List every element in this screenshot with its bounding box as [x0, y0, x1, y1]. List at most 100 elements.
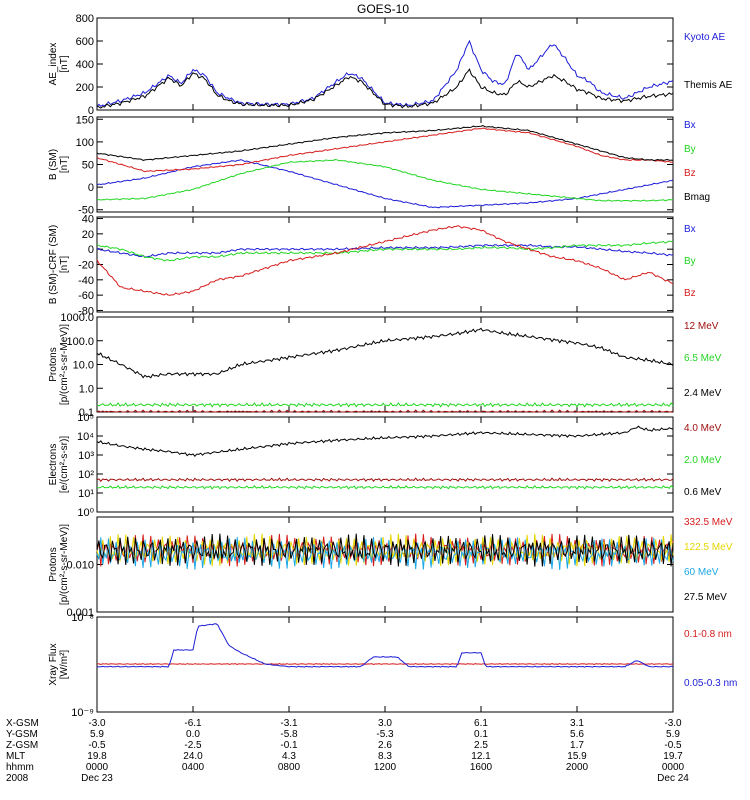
- ephemeris-row-label: hhmm: [6, 762, 34, 773]
- ephemeris-value: Dec 24: [657, 773, 689, 784]
- ephemeris-value: -5.3: [376, 729, 394, 740]
- legend-label: 0.05-0.3 nm: [684, 678, 737, 689]
- ephemeris-value: 0.1: [474, 729, 488, 740]
- panel-b_residual: 40 20 0 -20 -40 -60 -80 B (SM)-CRF (SM) [nT] Bx By…: [48, 214, 696, 318]
- ephemeris-value: -6.1: [184, 718, 202, 729]
- ephemeris-value: 5.9: [666, 729, 680, 740]
- plot-title: GOES-10: [357, 2, 409, 16]
- ephemeris-value: 1600: [470, 762, 493, 773]
- legend-label: 0.1-0.8 nm: [684, 629, 732, 640]
- ephemeris-row-label: Y-GSM: [6, 729, 38, 740]
- series-line-2-4-mev: [96, 327, 674, 379]
- y-tick-label: 0: [88, 182, 94, 194]
- ephemeris-value: 24.0: [183, 751, 203, 762]
- y-axis-label: Electrons: [48, 444, 59, 486]
- y-tick-label: 10⁴: [77, 431, 94, 443]
- panel-electrons: 10⁵ 10⁴ 10³ 10² 10¹ 10⁰ Electrons [e/(cm²-s-sr)…: [48, 412, 722, 519]
- y-tick-label: 100.0: [66, 336, 94, 348]
- time-axis-table: X-GSMY-GSMZ-GSMMLThhmm2008-3.05.9-0.519.…: [6, 718, 689, 784]
- legend-label: Bmag: [684, 192, 710, 203]
- y-tick-label: 1000.0: [60, 312, 94, 324]
- panel-xray: 10⁻⁸ 10⁻⁹ Xray Flux [W/m²] 0.1-0.8 nm 0.05-0.…: [48, 612, 737, 719]
- ephemeris-row-label: Z-GSM: [6, 740, 38, 751]
- ephemeris-value: 0000: [662, 762, 685, 773]
- y-tick-label: 200: [76, 82, 94, 94]
- legend-label: 4.0 MeV: [684, 423, 722, 434]
- ephemeris-value: 2000: [566, 762, 589, 773]
- y-axis-label: B (SM)-CRF (SM): [48, 225, 59, 304]
- y-axis-label: AE_index: [48, 43, 59, 86]
- y-tick-label: 150: [76, 114, 94, 126]
- y-tick-label: 40: [82, 214, 94, 226]
- series-line-2-0-mev: [96, 485, 674, 490]
- series-line-kyoto-ae: [96, 39, 674, 108]
- y-axis-label: [W/m²]: [59, 650, 70, 680]
- series-line-bmag: [96, 125, 674, 162]
- y-axis-label: [e/(cm²-s-sr)]: [59, 436, 70, 493]
- ephemeris-value: 19.7: [663, 751, 683, 762]
- ephemeris-value: 2.6: [378, 740, 392, 751]
- y-axis-label: [nT]: [59, 256, 70, 273]
- ephemeris-value: 15.9: [567, 751, 587, 762]
- series-line-6-5-mev: [96, 402, 674, 408]
- y-tick-label: 400: [76, 59, 94, 71]
- panel-ae: 800 600 400 200 0 AE_index [nT] Kyoto AE Themis …: [48, 13, 733, 117]
- y-tick-label: 0.001: [66, 607, 94, 619]
- y-tick-label: 0.010: [66, 560, 94, 572]
- y-axis-label: [p/(cm²-s-sr-MeV)]: [59, 324, 70, 405]
- legend-label: Bz: [684, 168, 696, 179]
- y-tick-label: 10⁵: [77, 412, 94, 424]
- series-line-by: [96, 158, 674, 202]
- y-axis-label: [nT]: [59, 156, 70, 173]
- ephemeris-value: 8.3: [378, 751, 392, 762]
- ephemeris-value: -2.5: [184, 740, 202, 751]
- y-axis-label: Protons: [48, 547, 59, 581]
- y-axis-label: [nT]: [59, 55, 70, 72]
- series-line-0-1-0-8-nm: [96, 662, 674, 666]
- ephemeris-value: 5.6: [570, 729, 584, 740]
- y-tick-label: 100: [76, 137, 94, 149]
- ephemeris-value: Dec 23: [81, 773, 113, 784]
- y-axis-label: [p/(cm²-s-sr-MeV)]: [59, 524, 70, 605]
- y-tick-label: 1.0: [79, 383, 94, 395]
- series-line-by: [96, 240, 674, 262]
- legend-label: Bz: [684, 288, 696, 299]
- series-line-12-mev: [96, 409, 674, 413]
- legend-label: Bx: [684, 120, 696, 131]
- ephemeris-value: 19.8: [87, 751, 107, 762]
- legend-label: Themis AE: [684, 80, 733, 91]
- ephemeris-value: -3.1: [280, 718, 298, 729]
- y-tick-label: -60: [78, 290, 94, 302]
- y-tick-label: 0.1: [79, 407, 94, 419]
- y-tick-label: 10⁻⁹: [71, 707, 94, 719]
- y-tick-label: 50: [82, 160, 94, 172]
- y-tick-label: -80: [78, 305, 94, 317]
- ephemeris-value: 5.9: [90, 729, 104, 740]
- panel-frame: [96, 17, 674, 111]
- y-tick-label: 0: [88, 244, 94, 256]
- legend-label: 6.5 MeV: [684, 353, 722, 364]
- ephemeris-value: 4.3: [282, 751, 296, 762]
- series-line-0-6-mev: [96, 425, 674, 457]
- ephemeris-value: 6.1: [474, 718, 488, 729]
- y-axis-label: Xray Flux: [48, 643, 59, 685]
- y-tick-label: 10³: [78, 450, 94, 462]
- panel-protons_low: 1000.0 100.0 10.0 1.0 0.1 Protons [p/(cm²-s-sr…: [48, 312, 722, 419]
- y-tick-label: 10⁻⁸: [71, 612, 94, 624]
- y-tick-label: 600: [76, 36, 94, 48]
- series-line-bz: [96, 127, 674, 173]
- ephemeris-value: 0000: [86, 762, 109, 773]
- panel-protons_high: 0.010 0.001 Protons [p/(cm²-s-sr-MeV)] 332.5…: [48, 516, 733, 619]
- ephemeris-value: 2.5: [474, 740, 488, 751]
- legend-label: 2.0 MeV: [684, 455, 722, 466]
- panel-frame: [96, 416, 674, 513]
- ephemeris-value: 0.0: [186, 729, 200, 740]
- y-tick-label: 800: [76, 13, 94, 25]
- ephemeris-value: 0400: [182, 762, 205, 773]
- y-axis-label: B (SM): [48, 149, 59, 180]
- y-tick-label: 10.0: [73, 360, 94, 372]
- ephemeris-value: 12.1: [471, 751, 491, 762]
- series-line-4-0-mev: [96, 477, 674, 482]
